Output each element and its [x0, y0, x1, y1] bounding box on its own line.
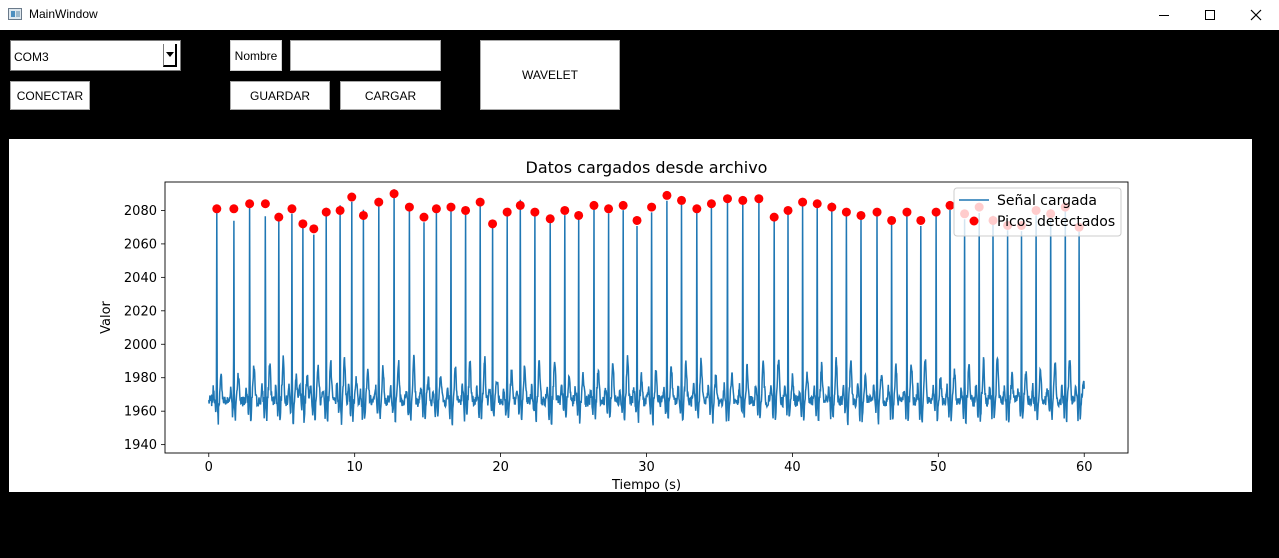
peak-marker	[856, 210, 866, 220]
peak-marker	[841, 207, 851, 217]
x-tick-label: 60	[1076, 460, 1093, 475]
x-tick-label: 30	[638, 460, 655, 475]
peak-marker	[431, 204, 441, 214]
peak-marker	[812, 199, 822, 209]
peak-marker	[298, 219, 308, 229]
y-tick-label: 1940	[124, 438, 157, 453]
peak-marker	[446, 202, 456, 212]
peak-marker	[229, 204, 239, 214]
peak-marker	[783, 205, 793, 215]
y-tick-label: 2080	[124, 204, 157, 219]
peak-marker	[488, 219, 498, 229]
peak-marker	[374, 197, 384, 207]
legend-peaks-label: Picos detectados	[997, 214, 1115, 230]
maximize-button[interactable]	[1187, 0, 1233, 30]
title-bar: MainWindow	[0, 0, 1279, 30]
peak-marker	[358, 210, 368, 220]
maximize-icon	[1205, 10, 1215, 20]
y-tick-label: 1980	[124, 371, 157, 386]
peak-marker	[827, 202, 837, 212]
peak-marker	[632, 215, 642, 225]
peak-marker	[560, 205, 570, 215]
peak-marker	[604, 204, 614, 214]
y-tick-label: 2000	[124, 338, 157, 353]
peak-marker	[530, 207, 540, 217]
peak-marker	[274, 212, 284, 222]
y-axis-label: Valor	[99, 300, 114, 333]
legend-peaks-swatch	[969, 216, 979, 226]
peak-marker	[618, 200, 628, 210]
plot-canvas[interactable]: Datos cargados desde archivo 0 10 20 30 40 50 6…	[9, 139, 1252, 492]
y-tick-label: 2040	[124, 271, 157, 286]
name-label: Nombre	[230, 40, 282, 71]
peak-marker	[515, 200, 525, 210]
name-input[interactable]	[290, 40, 441, 71]
peak-marker	[335, 205, 345, 215]
peak-marker	[931, 207, 941, 217]
peak-marker	[662, 190, 672, 200]
app-window-icon	[8, 8, 22, 20]
legend-signal-label: Señal cargada	[997, 193, 1097, 209]
load-button[interactable]: CARGAR	[340, 81, 441, 110]
peak-marker	[574, 210, 584, 220]
x-tick-label: 20	[492, 460, 509, 475]
peak-marker	[545, 214, 555, 224]
x-tick-label: 10	[346, 460, 363, 475]
peak-marker	[706, 199, 716, 209]
peak-marker	[945, 200, 955, 210]
peak-marker	[404, 202, 414, 212]
legend-box	[953, 187, 1122, 237]
peak-marker	[419, 212, 429, 222]
window-title: MainWindow	[29, 7, 98, 21]
x-tick-label: 40	[784, 460, 801, 475]
minimize-icon	[1159, 15, 1169, 16]
port-select[interactable]: COM3	[10, 40, 181, 71]
peak-marker	[647, 202, 657, 212]
y-tick-label: 1960	[124, 405, 157, 420]
peak-marker	[502, 207, 512, 217]
peak-marker	[347, 192, 357, 202]
peak-marker	[212, 204, 222, 214]
x-tick-label: 0	[205, 460, 213, 475]
peak-marker	[722, 194, 732, 204]
minimize-button[interactable]	[1141, 0, 1187, 30]
x-axis-label: Tiempo (s)	[611, 478, 681, 492]
peak-marker	[798, 197, 808, 207]
peak-marker	[916, 215, 926, 225]
peak-marker	[872, 207, 882, 217]
y-tick-label: 2060	[124, 237, 157, 252]
port-select-value: COM3	[14, 50, 49, 64]
peak-marker	[677, 195, 687, 205]
peak-marker	[389, 189, 399, 199]
chevron-down-icon[interactable]	[163, 44, 177, 67]
close-button[interactable]	[1233, 0, 1279, 30]
peak-marker	[245, 199, 255, 209]
peak-marker	[902, 207, 912, 217]
wavelet-button[interactable]: WAVELET	[480, 40, 620, 110]
close-icon	[1250, 9, 1262, 21]
peak-marker	[738, 195, 748, 205]
peak-marker	[589, 200, 599, 210]
signal-line	[208, 189, 1085, 426]
peak-marker	[287, 204, 297, 214]
peak-marker	[887, 215, 897, 225]
peak-marker	[475, 197, 485, 207]
peak-marker	[754, 194, 764, 204]
signal-chart: Datos cargados desde archivo 0 10 20 30 40 50 6…	[99, 158, 1129, 492]
connect-button[interactable]: CONECTAR	[10, 81, 90, 110]
peak-marker	[692, 204, 702, 214]
peak-marker	[321, 207, 331, 217]
peak-marker	[769, 212, 779, 222]
save-button[interactable]: GUARDAR	[230, 81, 330, 110]
peak-marker	[309, 224, 319, 234]
x-tick-label: 50	[930, 460, 947, 475]
y-tick-label: 2020	[124, 304, 157, 319]
peak-marker	[260, 199, 270, 209]
peak-marker	[461, 205, 471, 215]
chart-title: Datos cargados desde archivo	[526, 158, 768, 177]
